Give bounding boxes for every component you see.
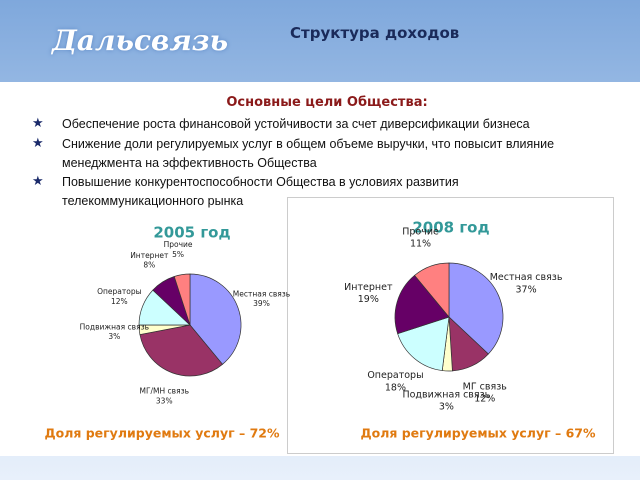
- pie-slice: [397, 316, 450, 371]
- bullet: ★: [32, 174, 44, 189]
- slice-value: 3%: [108, 332, 120, 341]
- goal-item: Повышение конкурентоспособности Общества…: [62, 175, 459, 208]
- chart-title: 2008 год: [412, 219, 489, 237]
- slice-label: Операторы: [97, 287, 141, 296]
- slice-value: 33%: [156, 396, 173, 405]
- slice-label: Интернет: [344, 282, 393, 293]
- slice-value: 39%: [253, 299, 270, 308]
- slice-label: Операторы: [367, 370, 423, 381]
- pie-slice: [139, 324, 224, 377]
- slice-label: МГ связь: [463, 381, 508, 392]
- slice-label: Подвижная связь: [80, 322, 149, 331]
- goals-heading: Основные цели Общества:: [226, 95, 428, 110]
- slice-value: 18%: [385, 382, 406, 393]
- pie-slice: [394, 274, 450, 335]
- slice-label: Прочие: [402, 226, 439, 237]
- slice-label: Интернет: [130, 251, 169, 260]
- slice-value: 5%: [172, 250, 184, 259]
- slice-value: 19%: [358, 294, 379, 305]
- slice-value: 37%: [516, 284, 537, 295]
- goal-item: Обеспечение роста финансовой устойчивост…: [62, 117, 530, 131]
- slide-title: Структура доходов: [290, 24, 460, 42]
- pie-slice: [414, 262, 450, 318]
- slice-label: Подвижная связь: [402, 389, 490, 400]
- slice-label: МГ/МН связь: [139, 387, 189, 396]
- pie-slice: [189, 273, 242, 365]
- slice-value: 8%: [143, 261, 155, 270]
- pie-slice: [448, 262, 504, 355]
- annotation: Доля регулируемых услуг – 67%: [360, 426, 596, 441]
- slice-value: 11%: [410, 239, 431, 250]
- bullet: ★: [32, 136, 44, 151]
- slice-value: 12%: [474, 394, 495, 405]
- chart-title: 2005 год: [153, 224, 230, 242]
- slice-value: 12%: [111, 297, 128, 306]
- pie-slice: [173, 273, 191, 326]
- logo: Дальсвязь: [52, 24, 229, 57]
- slice-label: Местная связь: [490, 272, 563, 283]
- goal-item: Снижение доли регулируемых услуг в общем…: [62, 137, 555, 170]
- slice-label: Местная связь: [233, 289, 290, 298]
- slice-value: 3%: [439, 402, 454, 413]
- bullet: ★: [32, 116, 44, 131]
- slice-label: Прочие: [164, 240, 193, 249]
- annotation: Доля регулируемых услуг – 72%: [44, 426, 280, 441]
